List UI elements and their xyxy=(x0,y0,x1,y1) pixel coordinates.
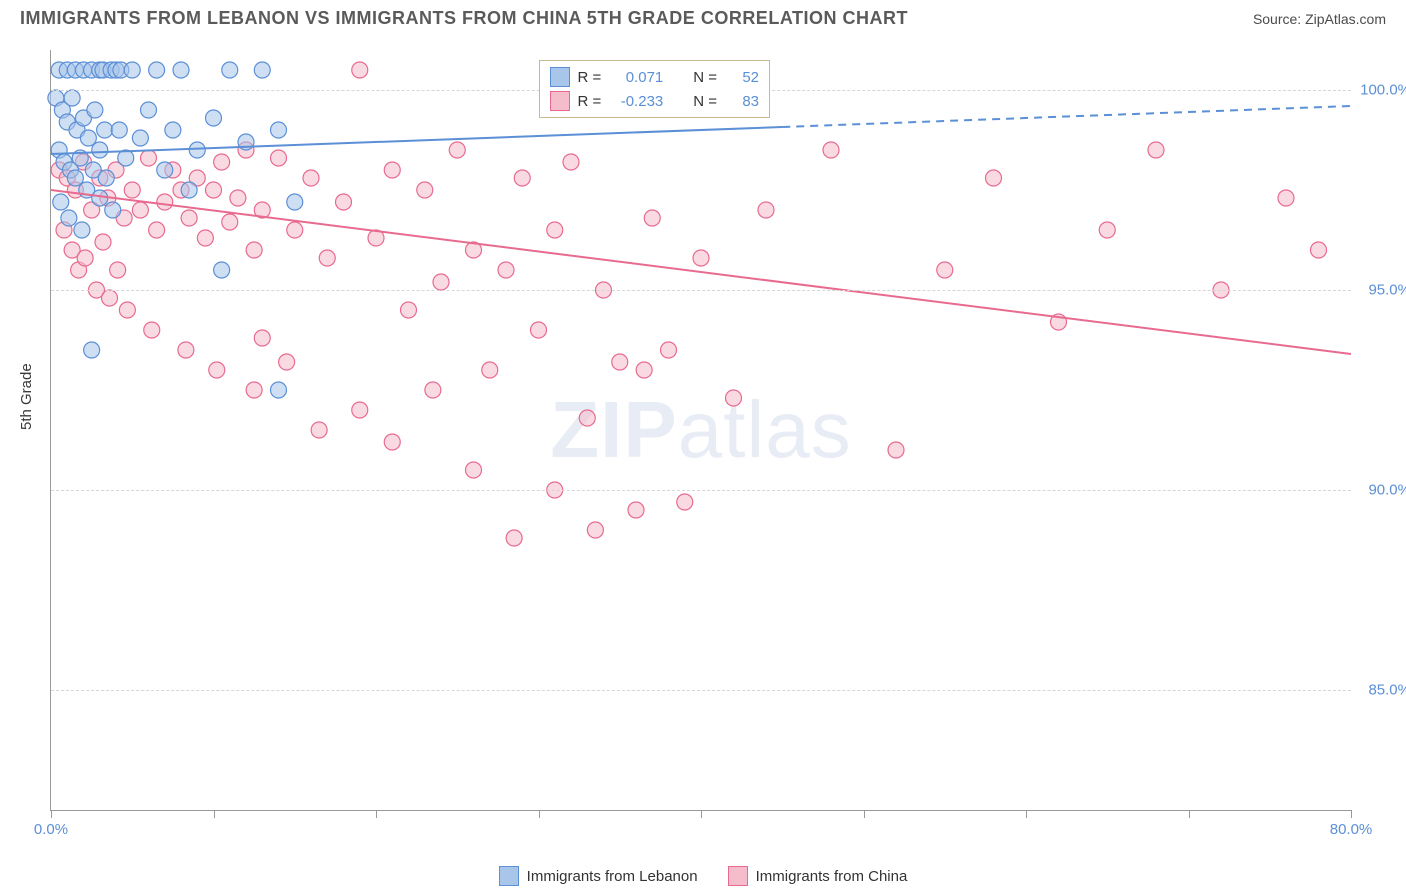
x-tick-label: 0.0% xyxy=(34,821,68,838)
x-tick xyxy=(1189,810,1190,818)
gridline xyxy=(51,290,1351,291)
plot-area: ZIPatlas 85.0%90.0%95.0%100.0%0.0%80.0%R… xyxy=(50,50,1351,811)
y-tick-label: 85.0% xyxy=(1356,682,1406,699)
gridline xyxy=(51,690,1351,691)
swatch-lebanon xyxy=(499,866,519,886)
y-tick-label: 95.0% xyxy=(1356,282,1406,299)
y-axis-label: 5th Grade xyxy=(18,363,35,430)
swatch-icon-china xyxy=(550,91,570,111)
stats-legend-row: R =-0.233N =83 xyxy=(550,89,760,113)
swatch-china xyxy=(728,866,748,886)
x-tick xyxy=(539,810,540,818)
y-tick-label: 100.0% xyxy=(1356,82,1406,99)
gridline xyxy=(51,490,1351,491)
swatch-icon-lebanon xyxy=(550,67,570,87)
stats-legend-row: R =0.071N =52 xyxy=(550,65,760,89)
x-tick xyxy=(376,810,377,818)
legend-item-lebanon: Immigrants from Lebanon xyxy=(499,866,698,886)
legend-label-china: Immigrants from China xyxy=(756,868,908,885)
x-tick xyxy=(51,810,52,818)
x-tick xyxy=(701,810,702,818)
source-label: Source: ZipAtlas.com xyxy=(1253,11,1386,27)
x-tick xyxy=(864,810,865,818)
legend-label-lebanon: Immigrants from Lebanon xyxy=(527,868,698,885)
bottom-legend: Immigrants from Lebanon Immigrants from … xyxy=(0,866,1406,886)
chart-title: IMMIGRANTS FROM LEBANON VS IMMIGRANTS FR… xyxy=(20,8,908,29)
legend-item-china: Immigrants from China xyxy=(728,866,908,886)
x-tick-label: 80.0% xyxy=(1330,821,1373,838)
y-tick-label: 90.0% xyxy=(1356,482,1406,499)
chart-svg xyxy=(51,50,1351,810)
stats-legend: R =0.071N =52R =-0.233N =83 xyxy=(539,60,771,118)
x-tick xyxy=(214,810,215,818)
x-tick xyxy=(1026,810,1027,818)
x-tick xyxy=(1351,810,1352,818)
